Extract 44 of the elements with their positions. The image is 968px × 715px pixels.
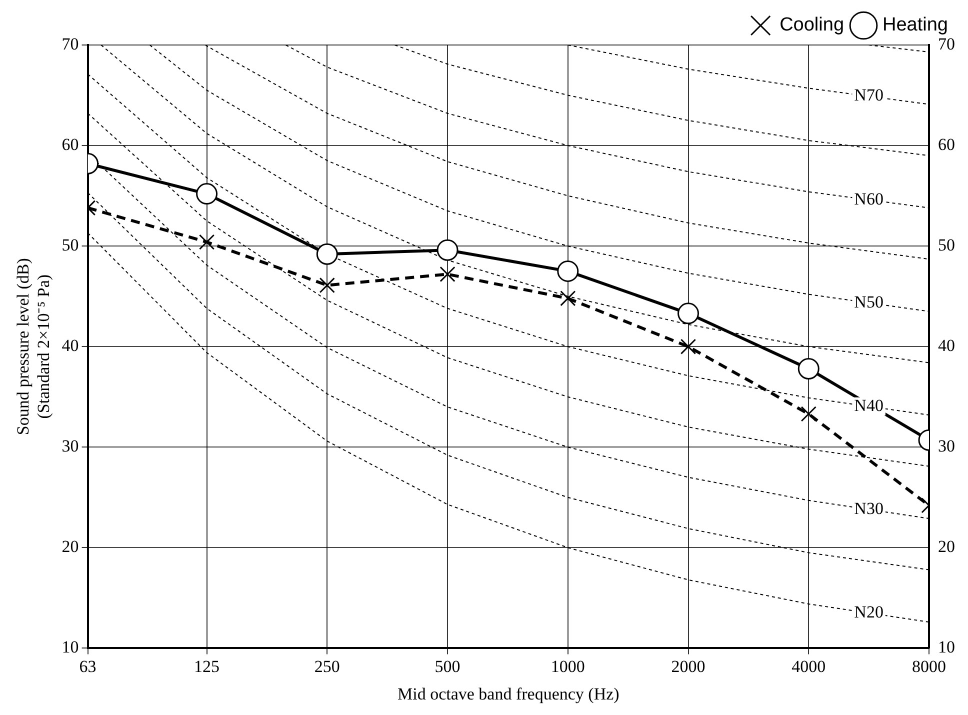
legend-label: Heating	[882, 14, 948, 36]
point	[196, 183, 218, 205]
y2-tick-label: 30	[938, 436, 955, 456]
y2-tick-label: 20	[938, 537, 955, 556]
point	[798, 358, 820, 380]
y-axis-title: Sound pressure level (dB) (Standard 2×10⁻⁵ Pa)	[14, 258, 54, 436]
y-tick-label: 30	[62, 436, 79, 456]
y2-tick-label: 50	[938, 236, 955, 255]
x-tick-label: 63	[79, 656, 96, 676]
y-tick-label: 20	[62, 537, 79, 556]
x-tick-label: 500	[434, 656, 460, 676]
point	[316, 243, 338, 265]
y2-tick-label: 10	[938, 638, 955, 657]
y-tick-label: 60	[62, 135, 79, 154]
x-tick-label: 125	[194, 656, 220, 676]
series-label: N40	[854, 396, 884, 415]
point	[557, 260, 579, 282]
point	[680, 338, 696, 354]
x-tick-label: 1000	[550, 656, 585, 676]
y2-tick-label: 60	[938, 135, 955, 154]
series-label: N60	[854, 189, 884, 208]
point	[800, 406, 816, 422]
series-label: N70	[854, 86, 884, 105]
x-tick-label: 4000	[792, 656, 826, 676]
y-tick-label: 10	[62, 638, 79, 657]
x-tick-label: 8000	[912, 656, 946, 676]
series-label: N20	[854, 602, 884, 622]
series-label: N50	[854, 292, 884, 312]
legend-label: Cooling	[780, 14, 844, 36]
series-label: N30	[854, 498, 884, 518]
x-tick-label: 250	[314, 656, 340, 676]
point	[319, 277, 335, 294]
y-tick-label: 70	[62, 34, 79, 54]
point	[198, 234, 215, 250]
y2-tick-label: 70	[938, 34, 955, 54]
point	[440, 266, 456, 282]
y-tick-label: 50	[62, 236, 79, 255]
point	[560, 290, 576, 306]
x-axis-title: Mid octave band frequency (Hz)	[397, 684, 620, 704]
x-tick-label: 2000	[671, 656, 706, 676]
y-tick-label: 40	[62, 336, 79, 356]
point	[678, 302, 700, 324]
y2-tick-label: 40	[938, 336, 955, 356]
point	[436, 239, 458, 261]
